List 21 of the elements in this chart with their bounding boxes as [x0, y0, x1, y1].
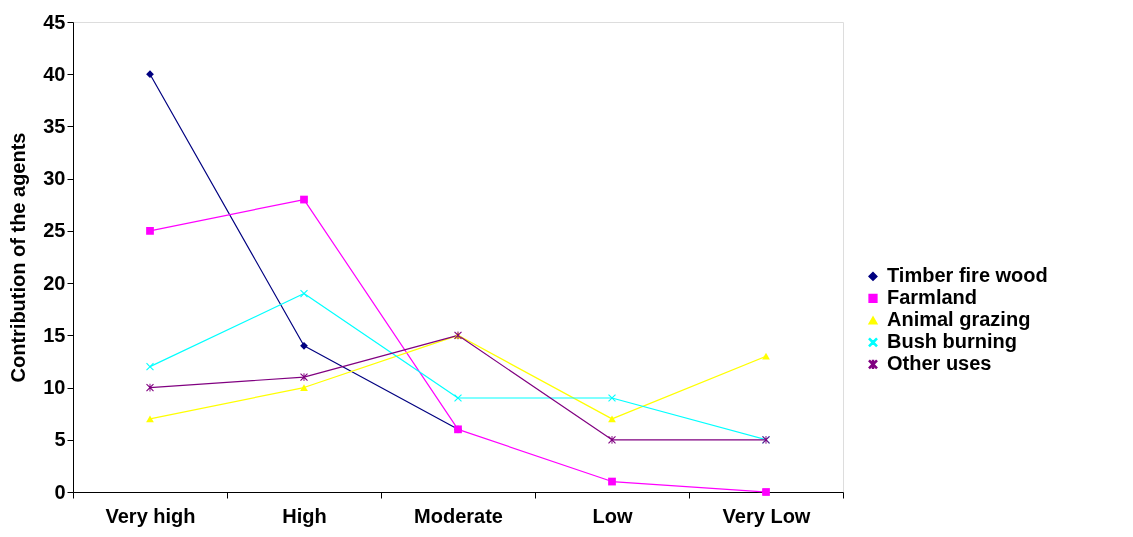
x-tick-label: Very Low: [722, 504, 811, 527]
y-tick-label: 0: [54, 480, 66, 503]
x-tick-label: High: [282, 504, 327, 527]
y-tick-label: 30: [43, 167, 66, 190]
legend-label: Timber fire wood: [887, 264, 1048, 287]
x-tick-label: Very high: [105, 504, 196, 527]
y-tick-label: 25: [43, 219, 66, 242]
y-axis-title: Contribution of the agents: [7, 132, 30, 383]
x-tick-label: Moderate: [414, 504, 503, 527]
y-tick-label: 5: [54, 428, 66, 451]
legend-label: Bush burning: [887, 330, 1017, 353]
legend-label: Farmland: [887, 286, 978, 309]
y-tick-label: 40: [43, 62, 66, 85]
x-tick-label: Low: [592, 504, 633, 527]
y-tick-label: 10: [43, 376, 66, 399]
y-tick-label: 15: [43, 323, 66, 346]
legend-label: Animal grazing: [887, 308, 1031, 331]
y-tick-label: 35: [43, 114, 66, 137]
y-tick-label: 20: [43, 271, 66, 294]
y-tick-label: 45: [43, 10, 66, 33]
legend-label: Other uses: [887, 352, 992, 375]
